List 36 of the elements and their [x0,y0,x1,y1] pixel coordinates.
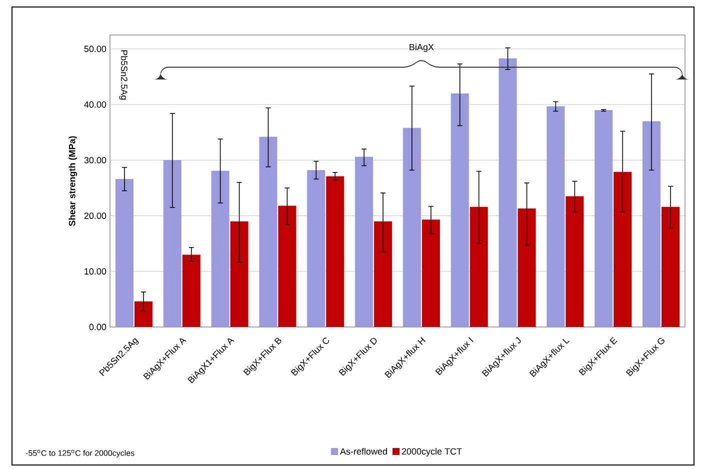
y-tick-label: 0.00 [89,324,106,330]
bar [594,110,613,327]
bar [163,160,182,327]
bar [115,179,134,327]
bar [259,136,278,327]
bar [518,208,536,327]
bar [470,206,488,327]
bar [374,221,392,327]
bar [614,172,632,327]
bar [230,221,248,327]
bar [422,220,440,327]
legend-label: As-reflowed [340,448,387,455]
y-tick-label: 10.00 [84,268,106,275]
bar [355,156,374,327]
annotation: Pb5Sn2.5Ag [119,50,128,100]
bar [182,254,200,327]
bar [278,206,296,327]
annotation: BiAgX [410,44,434,52]
bar [307,170,326,327]
bar [402,128,421,327]
bar [662,206,680,327]
bar [134,301,152,327]
y-tick-label: 40.00 [84,101,106,108]
bar [546,106,565,327]
legend-label: 2000cycle TCT [402,448,462,456]
bar [566,196,584,327]
bar [326,176,344,327]
y-tick-label: 50.00 [84,46,106,52]
text: -55$^{o}$C to 125$^{o}$C for 2000cycles [26,450,134,458]
y-tick-label: 30.00 [84,156,106,164]
y-axis-title: Shear strength (MPa) [68,136,78,226]
bar [211,170,230,327]
bar [498,58,517,327]
bar [450,93,469,327]
y-tick-label: 20.00 [84,212,106,219]
bar [642,121,661,327]
